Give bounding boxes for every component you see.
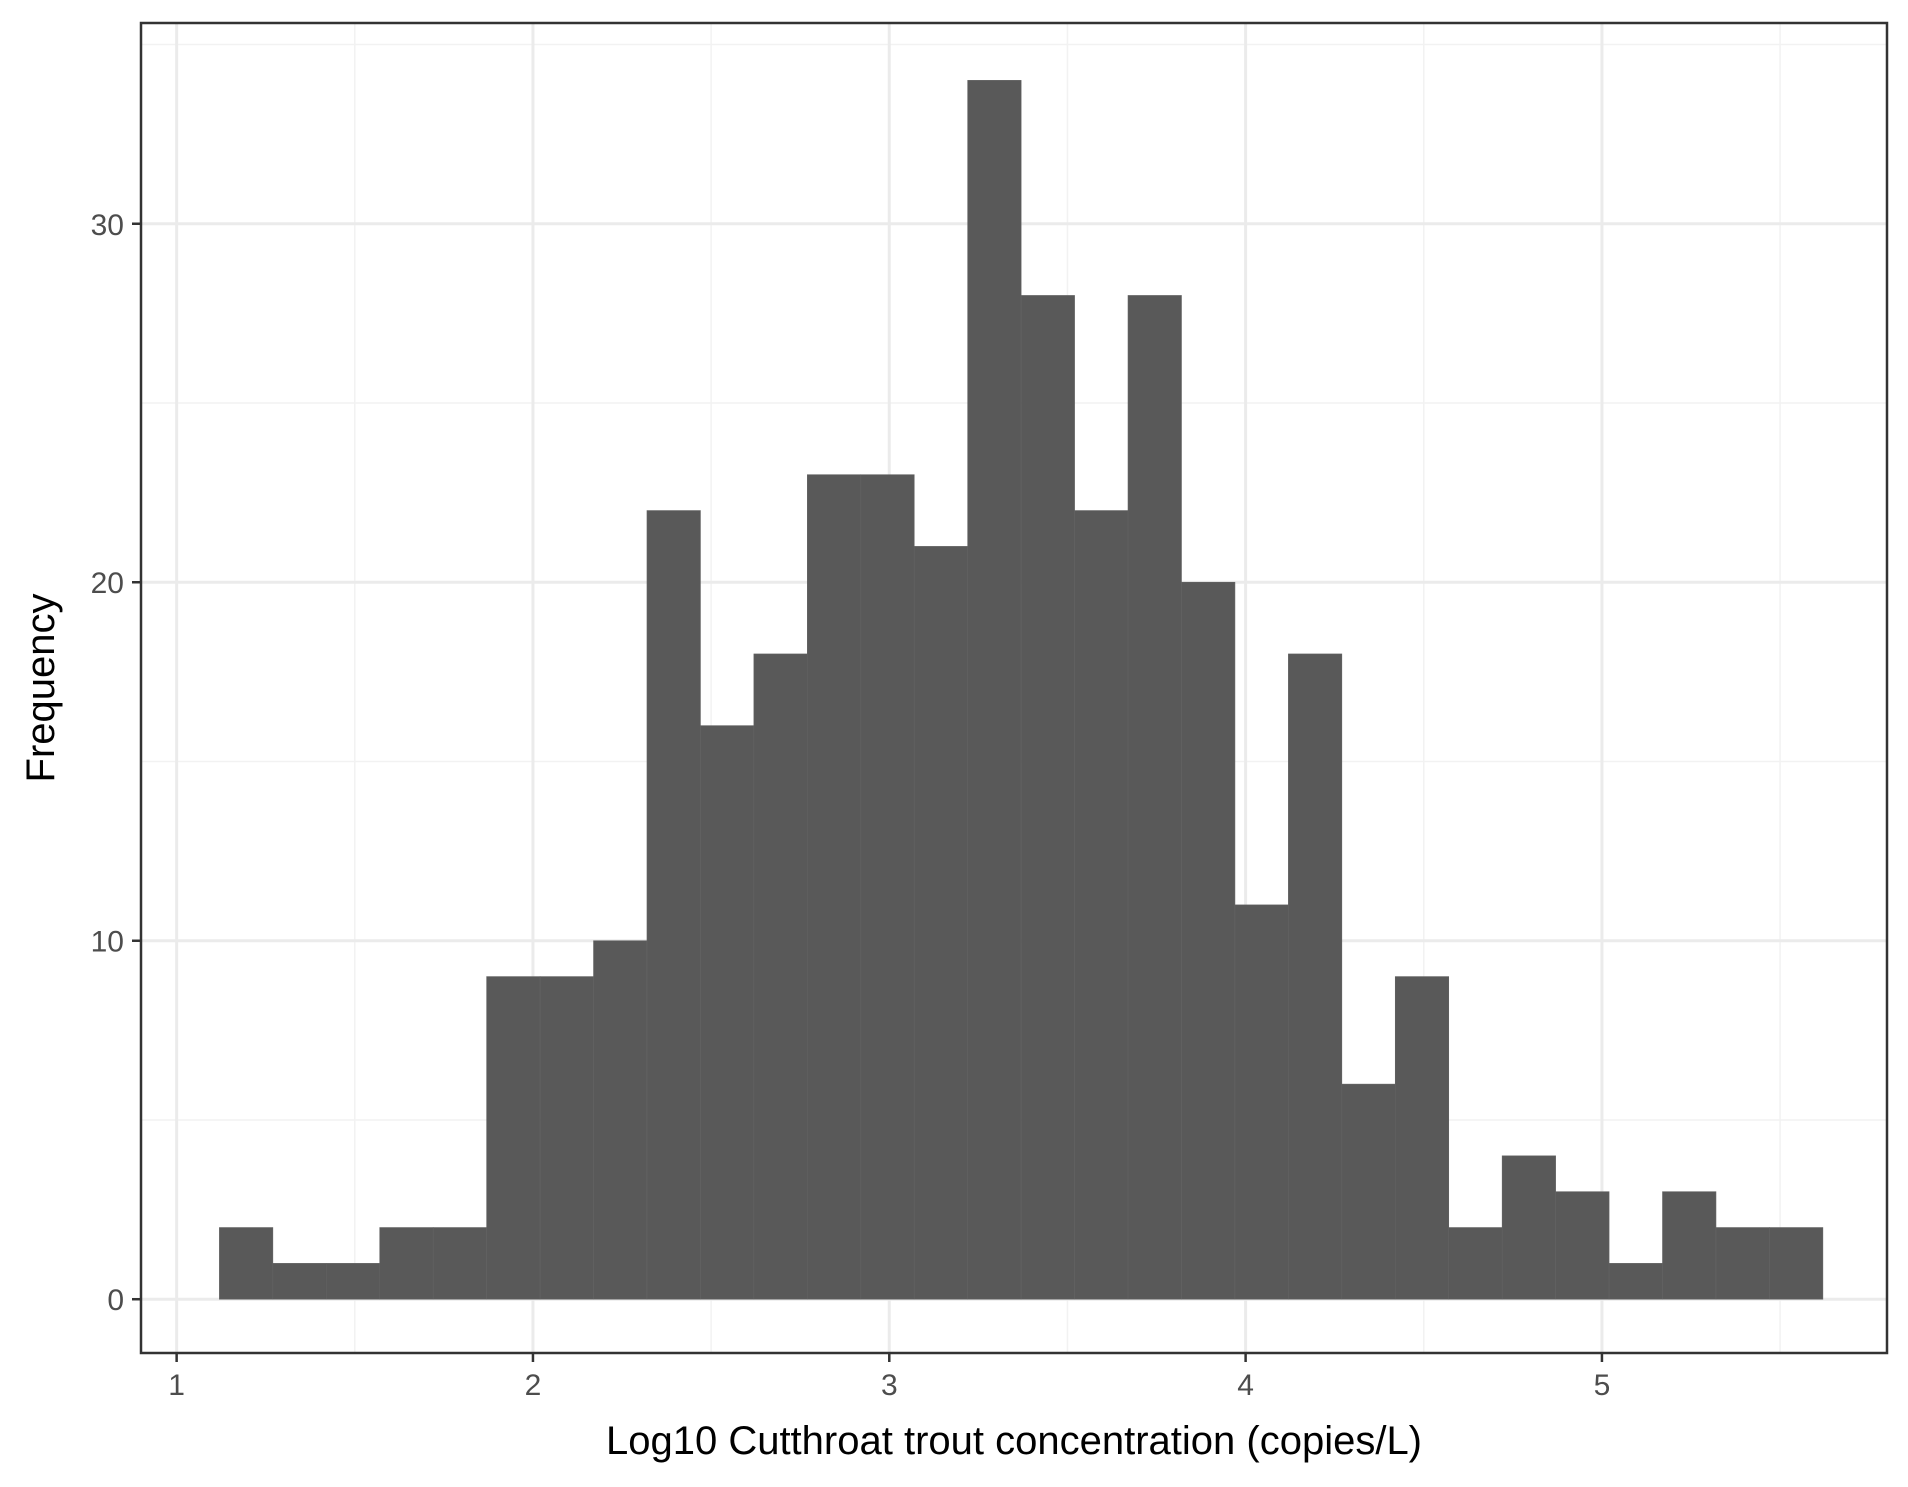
histogram-bar [593, 940, 648, 1300]
histogram-bar [1662, 1191, 1717, 1300]
histogram-bar [753, 653, 808, 1300]
histogram-bar [1020, 295, 1075, 1300]
histogram-bar [1341, 1083, 1396, 1300]
x-tick-label: 4 [1237, 1369, 1254, 1402]
histogram-bar [272, 1263, 327, 1300]
y-tick-label: 30 [91, 209, 124, 242]
histogram-bars [219, 80, 1824, 1300]
histogram-bar [486, 976, 541, 1300]
x-tick-label: 1 [168, 1369, 185, 1402]
y-tick-label: 0 [107, 1284, 124, 1317]
histogram-bar [913, 546, 968, 1300]
histogram-bar [1394, 976, 1450, 1300]
histogram-bar [539, 976, 594, 1300]
x-axis: 1 2 3 4 5 [168, 1353, 1610, 1402]
x-tick-label: 5 [1594, 1369, 1611, 1402]
histogram-bar [432, 1227, 487, 1300]
histogram-bar [1288, 653, 1343, 1300]
histogram-bar [219, 1227, 274, 1300]
histogram-bar [1448, 1227, 1503, 1300]
histogram-bar [1715, 1227, 1770, 1300]
histogram-bar [1234, 904, 1289, 1300]
histogram-bar [700, 725, 755, 1300]
histogram-bar [1608, 1263, 1663, 1300]
y-tick-label: 20 [91, 567, 124, 600]
histogram-bar [646, 510, 701, 1300]
histogram-bar [379, 1227, 434, 1300]
histogram-bar [1555, 1191, 1610, 1300]
histogram-bar [1181, 581, 1236, 1300]
y-axis-title: Frequency [19, 594, 63, 783]
histogram-bar [325, 1263, 381, 1300]
histogram-bar [860, 474, 915, 1300]
histogram-bar [807, 474, 862, 1300]
x-tick-label: 3 [881, 1369, 898, 1402]
y-tick-label: 10 [91, 926, 124, 959]
y-axis: 0 10 20 30 [91, 209, 141, 1317]
plot-panel-border [139, 21, 1889, 1355]
x-tick-label: 2 [525, 1369, 542, 1402]
histogram-bar [1501, 1155, 1556, 1300]
histogram-bar [967, 80, 1022, 1300]
histogram-bar [1127, 295, 1182, 1300]
x-axis-title: Log10 Cutthroat trout concentration (cop… [606, 1419, 1422, 1463]
histogram-bar [1769, 1227, 1824, 1300]
histogram-bar [1074, 510, 1129, 1300]
